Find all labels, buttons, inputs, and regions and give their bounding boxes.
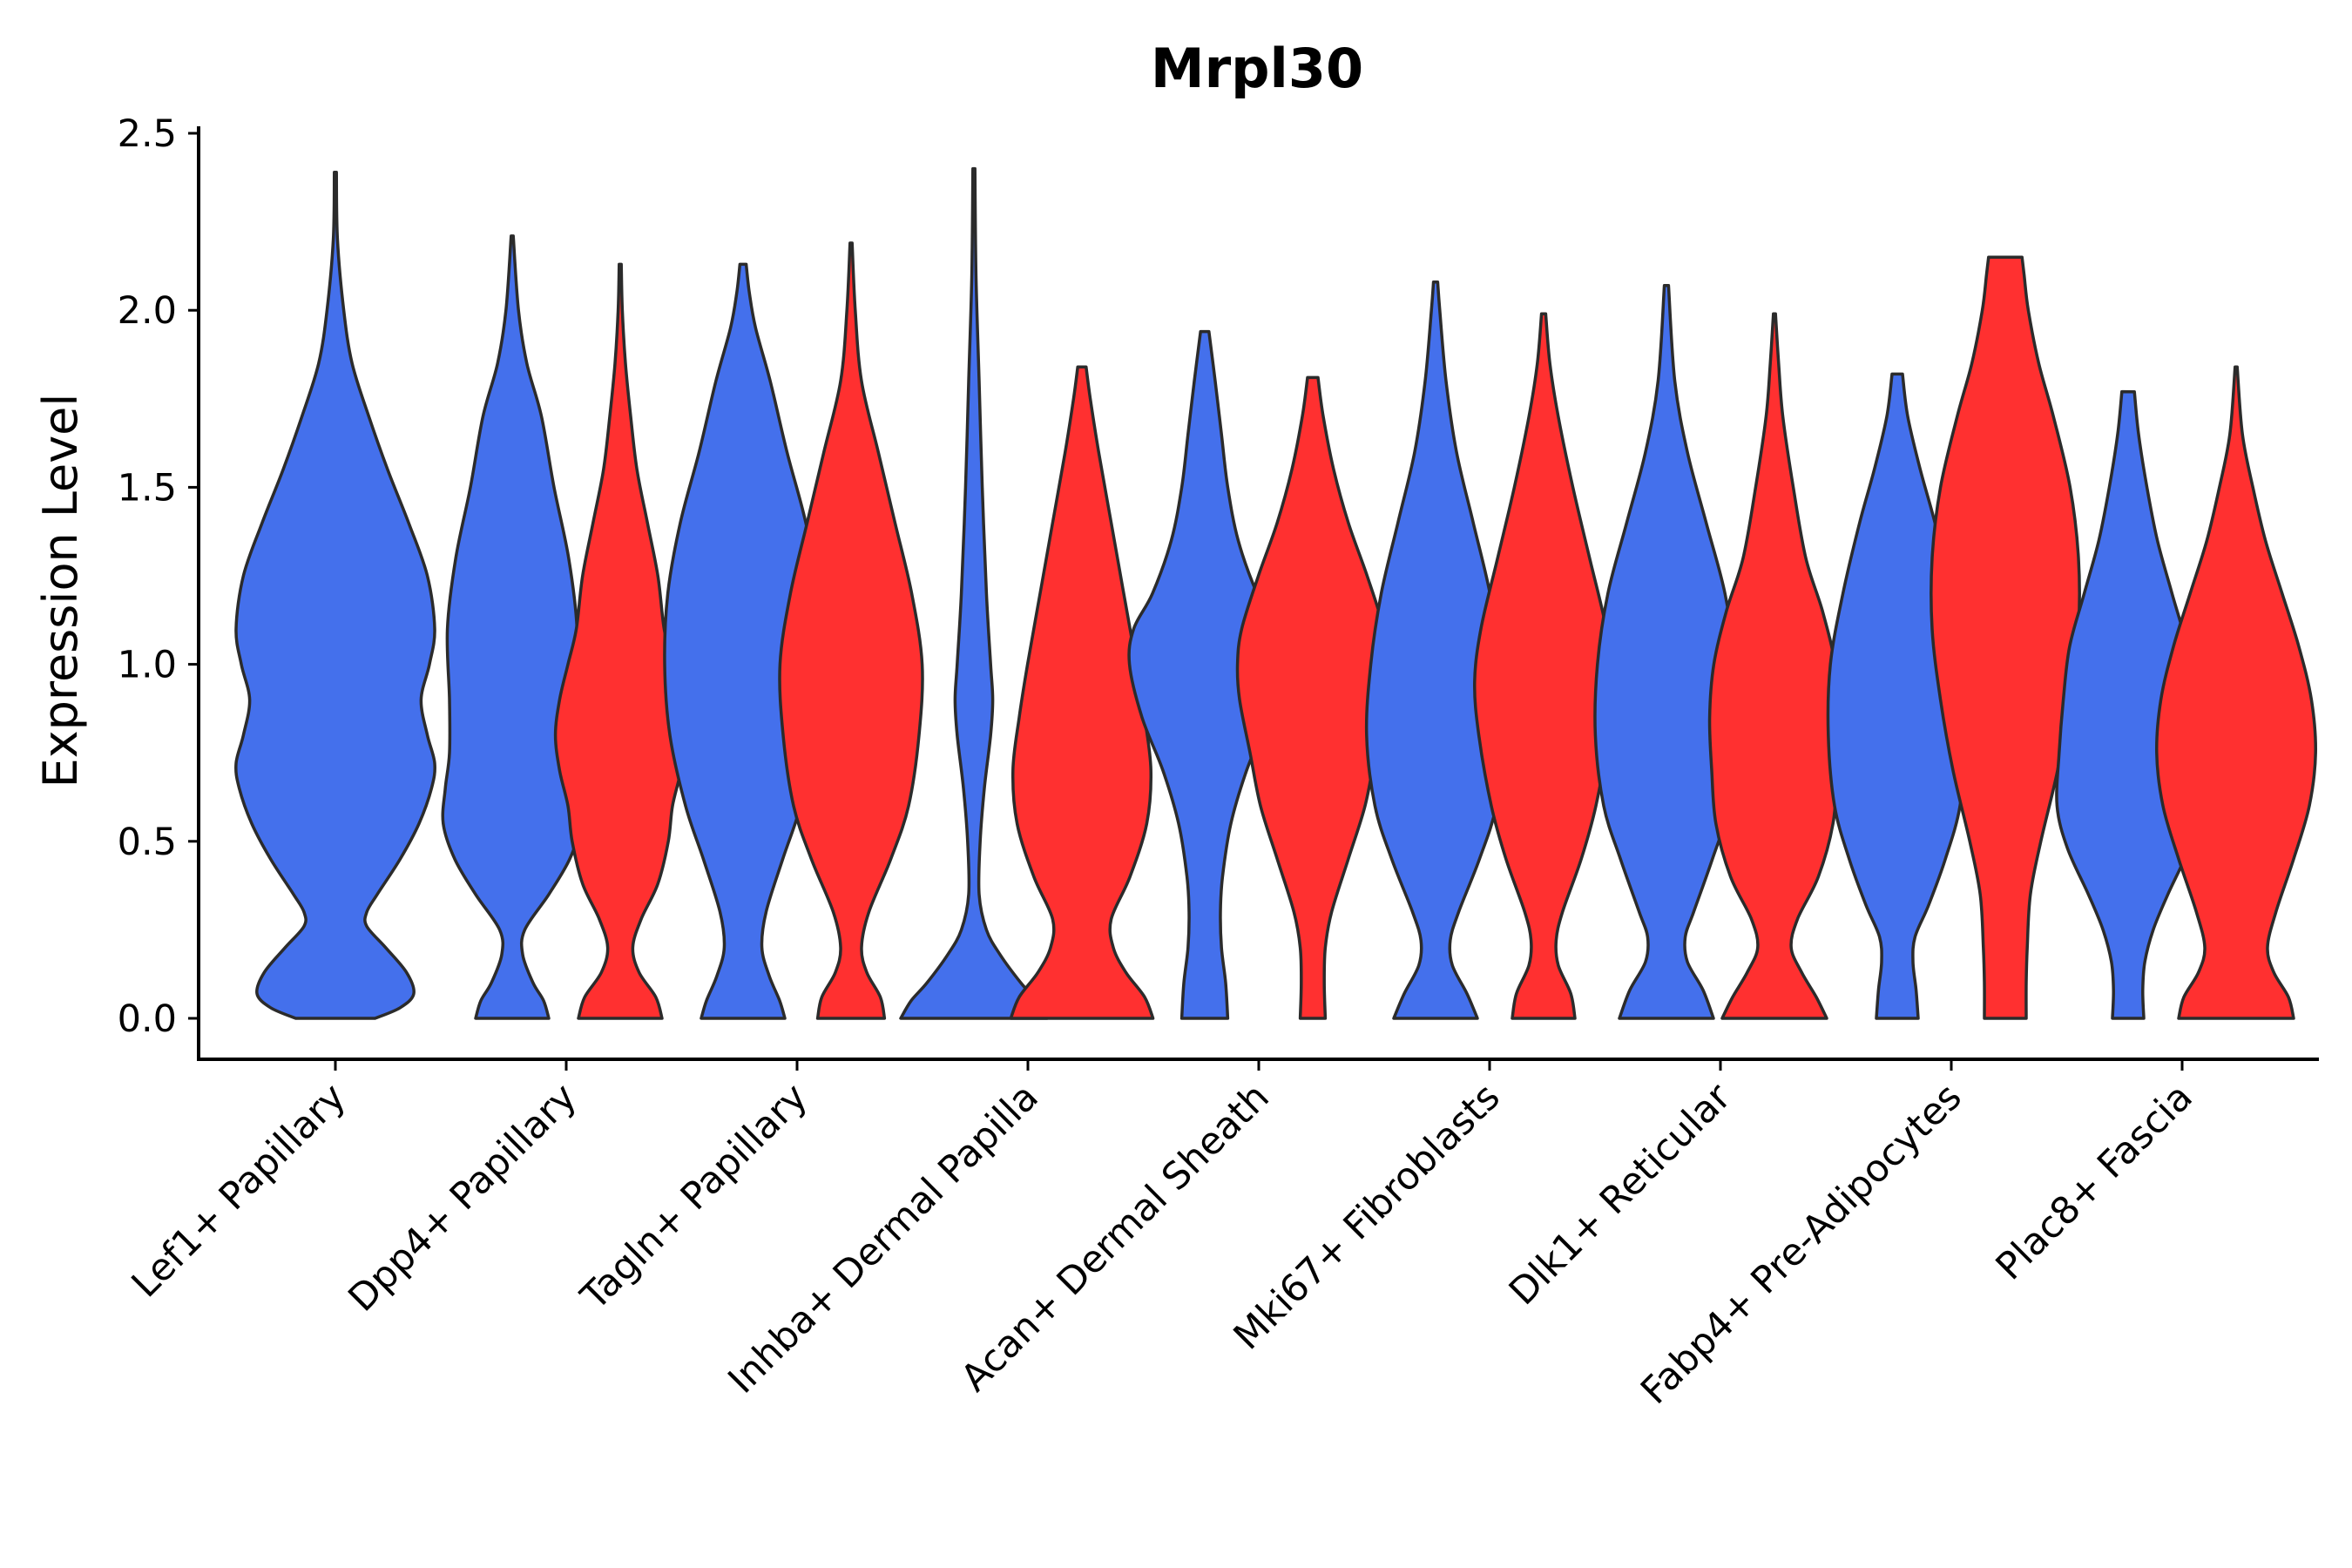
violin-acan-dermal-sheath-blue — [1127, 329, 1282, 1020]
y-tick-label: 0.0 — [118, 997, 177, 1041]
violin-fabp4-pre-adipocytes-red — [1930, 255, 2081, 1020]
violin-tagln-papillary-blue — [663, 262, 823, 1020]
x-tick-label-mki67-fibroblasts: Mki67+ Fibroblasts — [1226, 1075, 1509, 1358]
violin-layer — [234, 166, 2317, 1020]
violin-acan-dermal-sheath-red — [1235, 375, 1390, 1020]
violin-inhba-dermal-papilla-red — [1009, 365, 1155, 1020]
x-tick-label-plac8-fascia: Plac8+ Fascia — [1988, 1075, 2201, 1288]
violin-inhba-dermal-papilla-blue — [899, 166, 1049, 1020]
y-tick-label: 1.0 — [118, 644, 177, 687]
violin-dpp4-papillary-red — [553, 262, 687, 1020]
chart-title: Mrpl30 — [1151, 37, 1363, 100]
violin-dlk1-reticular-red — [1707, 312, 1842, 1020]
x-tick-label-tagln-papillary: Tagln+ Papillary — [572, 1075, 816, 1319]
y-tick-label: 2.0 — [118, 289, 177, 333]
y-axis-label: Expression Level — [33, 394, 88, 788]
violin-dlk1-reticular-blue — [1593, 284, 1740, 1020]
x-tick-label-lef1-papillary: Lef1+ Papillary — [124, 1075, 355, 1306]
y-tick-label: 2.5 — [118, 112, 177, 156]
violin-fabp4-pre-adipocytes-blue — [1826, 372, 1969, 1020]
violin-tagln-papillary-red — [778, 241, 924, 1020]
y-tick-label: 1.5 — [118, 466, 177, 510]
y-tick-label: 0.5 — [118, 821, 177, 864]
y-axis-ticks: 0.0 0.5 1.0 1.5 2.0 2.5 — [118, 112, 199, 1041]
violin-lef1-papillary-blue — [234, 170, 436, 1020]
violin-plac8-fascia-red — [2155, 365, 2317, 1020]
violin-dpp4-papillary-blue — [441, 234, 584, 1020]
x-tick-label-dpp4-papillary: Dpp4+ Papillary — [341, 1075, 585, 1320]
x-tick-label-dlk1-reticular: Dlk1+ Reticular — [1501, 1075, 1740, 1314]
violin-mki67-fibroblasts-blue — [1364, 280, 1507, 1020]
violin-mki67-fibroblasts-red — [1473, 312, 1614, 1020]
